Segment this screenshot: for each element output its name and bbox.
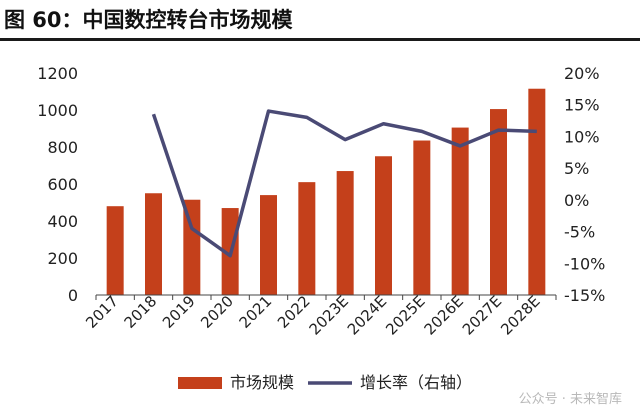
x-tick-label: 2020 xyxy=(197,292,237,332)
y-right-tick-label: -15% xyxy=(564,286,605,305)
x-tick-label: 2026E xyxy=(421,292,467,338)
y-left-tick-label: 0 xyxy=(68,286,78,305)
y-right-tick-label: 0% xyxy=(564,191,589,210)
bar-market-size xyxy=(145,193,162,295)
x-tick-label: 2027E xyxy=(459,292,505,338)
y-right-tick-label: 20% xyxy=(564,64,600,83)
legend-swatch-market-size xyxy=(178,377,222,389)
x-tick-label: 2018 xyxy=(121,292,161,332)
legend-label-growth-rate: 增长率（右轴） xyxy=(360,373,472,392)
y-left-tick-label: 400 xyxy=(47,212,78,231)
x-tick-label: 2019 xyxy=(159,292,199,332)
y-left-tick-label: 1000 xyxy=(37,101,78,120)
bar-market-size xyxy=(298,182,316,295)
bar-market-size xyxy=(336,171,354,295)
growth-rate-line xyxy=(151,109,537,258)
x-tick-label: 2025E xyxy=(382,292,428,338)
x-tick-label: 2021 xyxy=(236,292,276,332)
bar-market-size xyxy=(413,140,431,295)
x-tick-label: 2017 xyxy=(82,292,122,332)
bar-market-size xyxy=(451,127,469,295)
chart-title: 图 60：中国数控转台市场规模 xyxy=(4,8,293,32)
x-tick-label: 2028E xyxy=(497,292,543,338)
bar-market-size xyxy=(106,206,124,295)
y-left-tick-label: 800 xyxy=(47,138,78,157)
bar-market-size xyxy=(490,109,507,295)
bar-market-size xyxy=(375,156,392,295)
y-right-tick-label: 5% xyxy=(564,159,589,178)
y-right-tick-label: -10% xyxy=(564,254,605,273)
y-left-tick-label: 1200 xyxy=(37,64,78,83)
bar-market-size xyxy=(183,199,201,295)
bar-market-size xyxy=(260,195,277,295)
y-right-tick-label: 10% xyxy=(564,127,600,146)
legend-label-market-size: 市场规模 xyxy=(230,373,294,392)
x-tick-label: 2024E xyxy=(344,292,390,338)
y-right-tick-label: 15% xyxy=(564,96,600,115)
watermark: 公众号 · 未来智库 xyxy=(518,392,622,407)
y-right-tick-label: -5% xyxy=(564,223,595,242)
x-tick-label: 2023E xyxy=(306,292,352,338)
title-divider xyxy=(0,38,640,41)
y-left-tick-label: 200 xyxy=(47,249,78,268)
y-left-tick-label: 600 xyxy=(47,175,78,194)
bar-market-size xyxy=(528,88,546,295)
